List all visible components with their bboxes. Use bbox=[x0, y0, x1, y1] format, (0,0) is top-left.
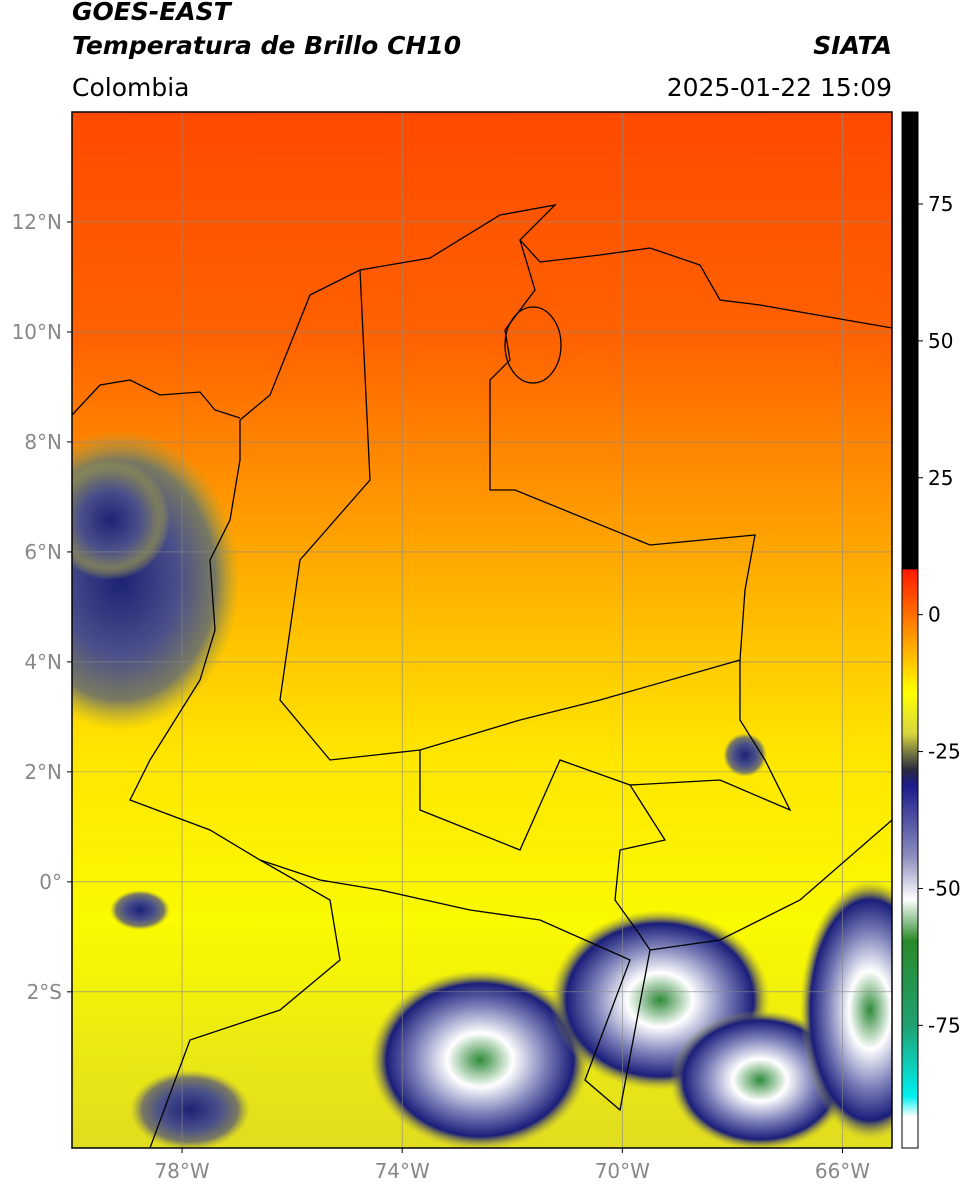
lat-tick-label: 8°N bbox=[24, 430, 62, 454]
imagery bbox=[72, 112, 892, 1148]
lon-tick-label: 70°W bbox=[595, 1159, 650, 1183]
colorbar-tick-label: 50 bbox=[928, 329, 953, 353]
lon-tick-label: 74°W bbox=[375, 1159, 430, 1183]
lat-tick-label: 6°N bbox=[24, 540, 62, 564]
lat-tick-label: 10°N bbox=[12, 320, 62, 344]
lon-tick-label: 66°W bbox=[815, 1159, 870, 1183]
colorbar-tick-label: -75 bbox=[928, 1013, 961, 1037]
lat-tick-label: 2°N bbox=[24, 760, 62, 784]
region: Colombia bbox=[72, 73, 189, 102]
colorbar bbox=[901, 111, 919, 1149]
colorbar-tick-label: 25 bbox=[928, 466, 953, 490]
lat-tick-label: 2°S bbox=[27, 980, 62, 1004]
colorbar-tick-label: 75 bbox=[928, 192, 953, 216]
datetime: 2025-01-22 15:09 bbox=[667, 73, 892, 102]
lat-tick-label: 0° bbox=[39, 870, 62, 894]
source: SIATA bbox=[813, 31, 892, 60]
title: GOES-EAST bbox=[72, 0, 233, 26]
lat-tick-label: 4°N bbox=[24, 650, 62, 674]
borders bbox=[72, 203, 892, 1148]
lat-tick-label: 12°N bbox=[12, 210, 62, 234]
colorbar-tick-label: -50 bbox=[928, 876, 961, 900]
subtitle: Temperatura de Brillo CH10 bbox=[72, 31, 461, 60]
colorbar-tick-label: -25 bbox=[928, 740, 961, 764]
map-frame bbox=[71, 111, 893, 1149]
colorbar-tick-label: 0 bbox=[928, 603, 941, 627]
lon-tick-label: 78°W bbox=[154, 1159, 209, 1183]
